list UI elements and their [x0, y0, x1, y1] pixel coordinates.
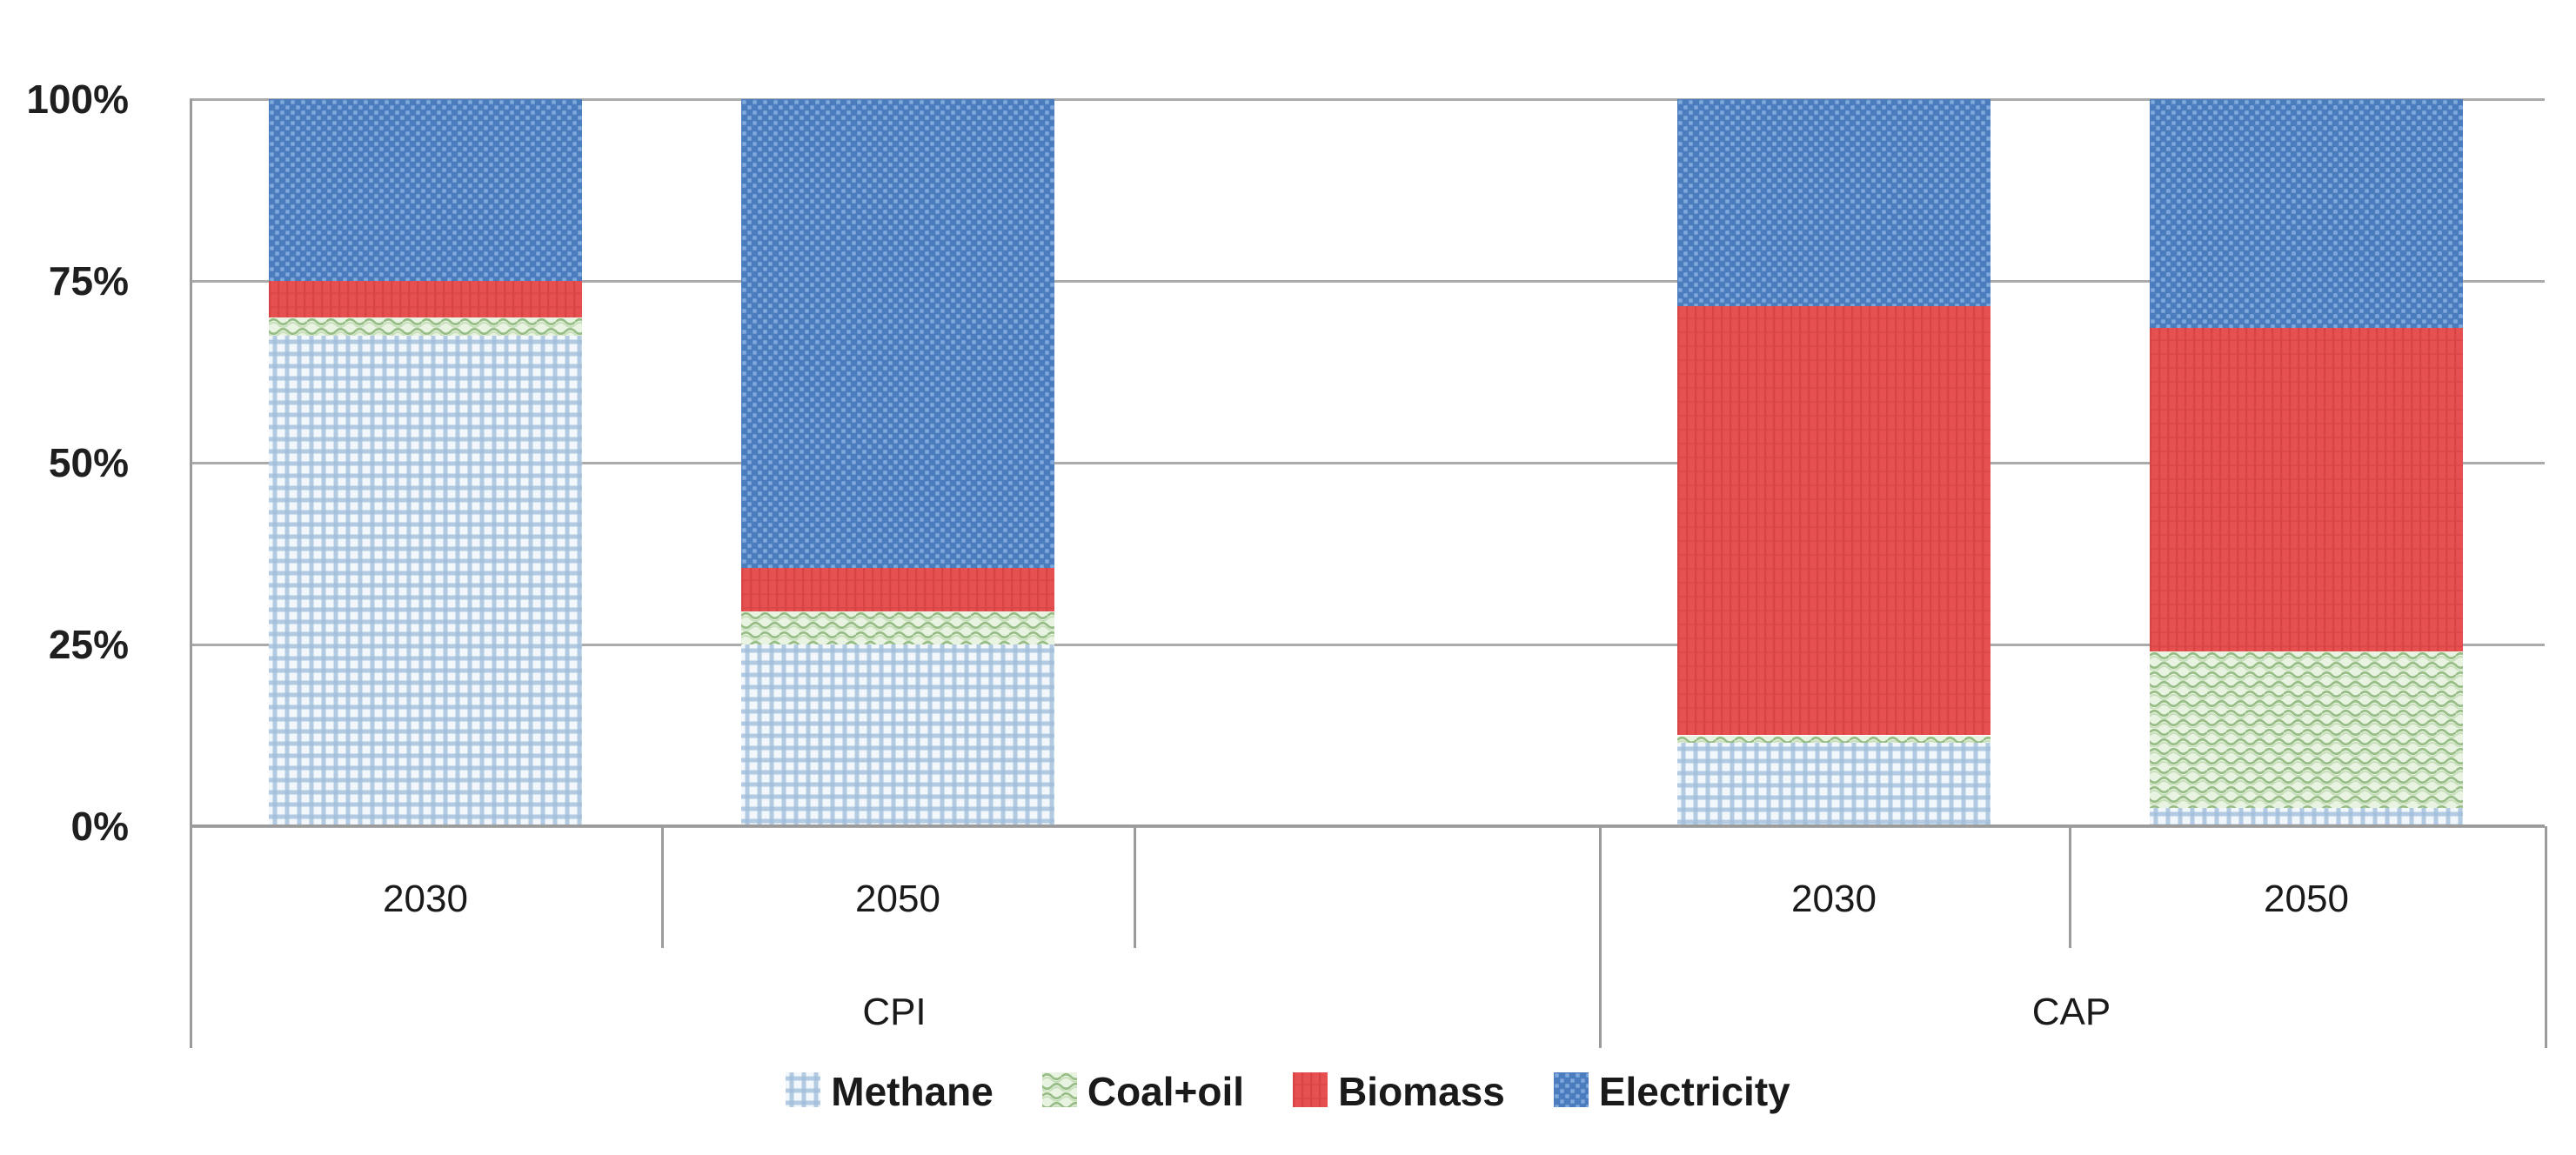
legend-swatch-blue-dots [1553, 1072, 1589, 1112]
legend-item-coal-oil: Coal+oil [1041, 1069, 1245, 1114]
segment-electricity [741, 99, 1054, 568]
year-separator-tick [1134, 826, 1136, 948]
gridline [190, 280, 2545, 283]
group-separator-tick [2545, 826, 2547, 1048]
segment-methane [269, 336, 582, 826]
category-label-cap-2050: 2050 [2264, 878, 2349, 920]
legend-label: Biomass [1338, 1069, 1505, 1114]
segment-methane [1677, 743, 1991, 826]
y-axis-line [190, 99, 192, 1048]
legend-swatch-gingham-grid [786, 1072, 821, 1112]
segment-coal-oil [2150, 651, 2463, 808]
segment-electricity [2150, 99, 2463, 328]
bar-cpi-2050 [741, 99, 1054, 826]
segment-coal-oil [1677, 736, 1991, 743]
legend-item-biomass: Biomass [1293, 1072, 1505, 1112]
y-axis-tick-label: 0% [70, 804, 129, 849]
segment-electricity [269, 99, 582, 281]
legend-label: Coal+oil [1087, 1069, 1245, 1114]
gridline [190, 462, 2545, 464]
category-label-cap-2030: 2030 [1791, 878, 1877, 920]
gridline [190, 644, 2545, 646]
segment-coal-oil [269, 317, 582, 336]
y-axis-tick-label: 100% [26, 77, 129, 122]
segment-biomass [741, 568, 1054, 611]
y-axis-tick-label: 75% [48, 258, 129, 304]
group-label-cpi: CPI [862, 991, 927, 1033]
legend-label: Electricity [1598, 1069, 1790, 1114]
x-axis-line [190, 825, 2545, 827]
segment-biomass [2150, 328, 2463, 651]
category-label-cpi-2050: 2050 [855, 878, 940, 920]
year-separator-tick [2069, 826, 2071, 948]
category-label-cpi-2030: 2030 [383, 878, 468, 920]
segment-biomass [269, 281, 582, 317]
segment-biomass [1677, 306, 1991, 735]
group-separator-tick [1599, 826, 1602, 1048]
legend: Methane Coal+oil Biomass Electricity [0, 1072, 2576, 1112]
segment-coal-oil [741, 611, 1054, 644]
segment-methane [741, 644, 1054, 826]
segment-methane [2150, 808, 2463, 826]
y-axis-tick-label: 25% [48, 622, 129, 667]
year-separator-tick [661, 826, 664, 948]
legend-label: Methane [831, 1069, 994, 1114]
legend-swatch-green-waves [1041, 1072, 1077, 1112]
legend-swatch-red-stripes [1293, 1072, 1328, 1112]
bar-cpi-2030 [269, 99, 582, 826]
bar-cap-2030 [1677, 99, 1991, 826]
segment-electricity [1677, 99, 1991, 306]
group-label-cap: CAP [2031, 991, 2111, 1033]
legend-item-electricity: Electricity [1553, 1069, 1790, 1114]
y-axis-tick-label: 50% [48, 440, 129, 485]
gridline [190, 98, 2545, 101]
bar-cap-2050 [2150, 99, 2463, 826]
legend-item-methane: Methane [786, 1072, 994, 1112]
